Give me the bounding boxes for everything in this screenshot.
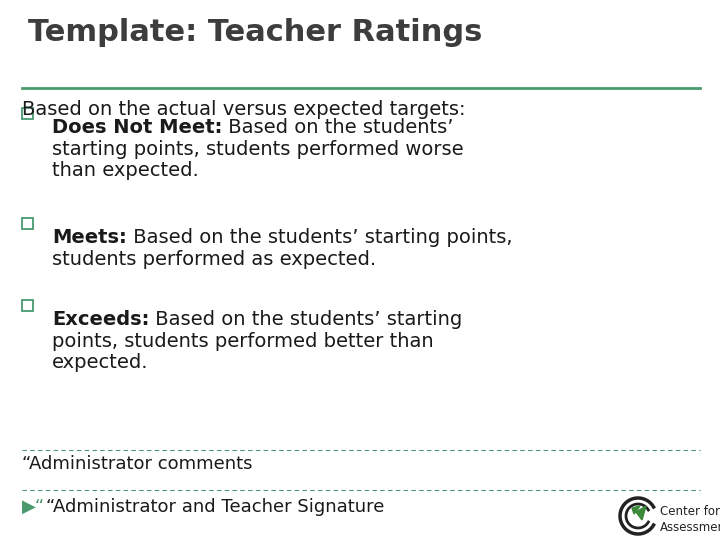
Text: Based on the students’ starting: Based on the students’ starting [149,310,463,329]
Text: Based on the students’ starting points,: Based on the students’ starting points, [127,228,512,247]
Text: “Administrator and Teacher Signature: “Administrator and Teacher Signature [46,498,384,516]
Text: Template: Teacher Ratings: Template: Teacher Ratings [28,18,482,47]
FancyBboxPatch shape [22,300,33,310]
Text: ▶“: ▶“ [22,498,45,516]
Text: expected.: expected. [52,353,148,373]
FancyBboxPatch shape [22,218,33,228]
Text: Center for
Assessment: Center for Assessment [660,505,720,534]
Text: Meets:: Meets: [52,228,127,247]
Polygon shape [636,506,646,520]
Text: Exceeds:: Exceeds: [52,310,149,329]
Text: points, students performed better than: points, students performed better than [52,332,433,350]
Text: starting points, students performed worse: starting points, students performed wors… [52,140,464,159]
Text: “Administrator comments: “Administrator comments [22,455,253,473]
Text: than expected.: than expected. [52,161,199,180]
Polygon shape [632,506,640,514]
Text: students performed as expected.: students performed as expected. [52,249,376,269]
Text: Does Not Meet:: Does Not Meet: [52,118,222,137]
Text: Based on the actual versus expected targets:: Based on the actual versus expected targ… [22,100,466,119]
FancyBboxPatch shape [22,107,33,119]
Text: Based on the students’: Based on the students’ [222,118,454,137]
